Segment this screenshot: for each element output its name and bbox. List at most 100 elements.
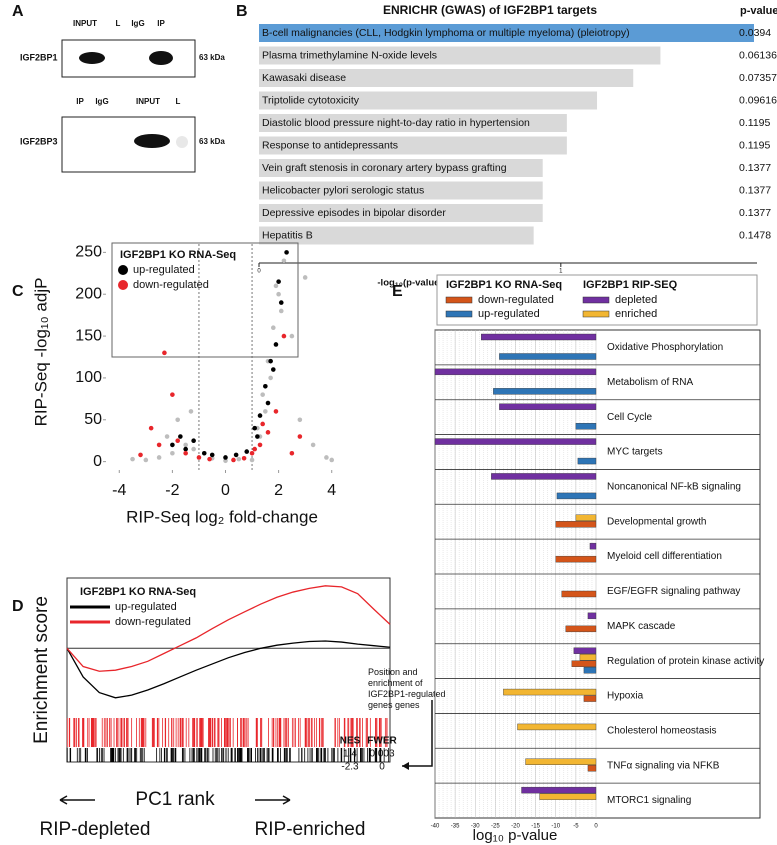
x-tick-label: -25 — [491, 824, 500, 830]
legend-swatch — [582, 310, 610, 318]
stats-header: FWER — [367, 736, 397, 747]
bar — [259, 159, 543, 177]
bar — [575, 514, 597, 521]
point — [138, 452, 143, 458]
legend-label: depleted — [615, 294, 657, 306]
arrow-head — [402, 762, 409, 770]
point — [156, 455, 162, 460]
point — [162, 350, 167, 356]
lane-label: INPUT — [136, 97, 160, 106]
bar — [575, 423, 597, 430]
x-tick-label: 0 — [257, 269, 261, 275]
x-tick-label: -15 — [531, 824, 540, 830]
bar — [555, 555, 597, 563]
stats-value: -2.3 — [341, 762, 359, 773]
point — [183, 450, 188, 456]
point — [249, 457, 255, 463]
point — [273, 409, 279, 414]
point — [175, 438, 180, 444]
x-tick-label: -10 — [551, 824, 560, 830]
point — [236, 456, 242, 462]
bar — [481, 333, 597, 341]
point — [329, 457, 335, 463]
point — [223, 458, 228, 464]
curve — [66, 640, 391, 699]
bar — [579, 654, 597, 661]
point — [268, 375, 273, 381]
point — [276, 291, 281, 297]
legend-label: down-regulated — [133, 279, 209, 291]
category-label: Regulation of protein kinase activity — [607, 656, 764, 667]
point — [252, 446, 258, 452]
lane-label: L — [116, 19, 121, 28]
legend-label: down-regulated — [478, 294, 554, 306]
stats-value: 1.4 — [343, 749, 357, 760]
point — [281, 333, 287, 339]
lane-label: L — [176, 97, 181, 106]
stats-value: 0.003 — [369, 749, 394, 760]
p-value: 0.1478 — [739, 229, 771, 241]
point — [164, 434, 170, 439]
bar — [259, 226, 534, 245]
p-value: 0.1377 — [739, 184, 771, 196]
legend-label: up-regulated — [478, 308, 540, 320]
bar — [259, 69, 634, 87]
category-label: EGF/EGFR signaling pathway — [607, 586, 740, 597]
point — [289, 333, 295, 339]
bar — [259, 91, 598, 110]
size-label: 63 kDa — [199, 137, 225, 146]
lane-label: IgG — [131, 19, 144, 28]
bar — [434, 368, 597, 376]
bar — [583, 667, 597, 674]
y-tick-label: 250 — [75, 244, 102, 261]
legend-title: IGF2BP1 RIP-SEQ — [583, 279, 678, 291]
point — [156, 442, 162, 448]
category-label: Oxidative Phosphorylation — [607, 342, 723, 353]
point — [289, 450, 295, 456]
y-axis-label: RIP-Seq -log₁₀ adjP — [31, 278, 50, 427]
bar — [587, 765, 597, 772]
legend-swatch — [118, 265, 128, 275]
bar — [556, 492, 597, 500]
category-label: Vein graft stenosis in coronary artery b… — [262, 162, 507, 174]
bar — [259, 136, 567, 155]
point — [310, 442, 316, 448]
stats-header: NES — [340, 736, 361, 747]
bar — [499, 403, 597, 410]
category-label: Plasma trimethylamine N-oxide levels — [262, 49, 437, 61]
bar — [539, 793, 597, 800]
point — [260, 392, 265, 397]
category-label: Diastolic blood pressure night-to-day ra… — [262, 117, 530, 129]
p-value: 0.06136 — [739, 49, 777, 61]
chart-title: ENRICHR (GWAS) of IGF2BP1 targets — [383, 3, 597, 17]
bar — [589, 542, 597, 550]
bar — [521, 786, 597, 794]
x-tick-label: -30 — [471, 824, 480, 830]
point — [265, 400, 271, 406]
blot-ladder — [176, 136, 188, 148]
x-tick-label: -4 — [112, 482, 126, 499]
point — [130, 456, 135, 462]
point — [223, 455, 228, 460]
panel-label: D — [12, 598, 24, 615]
point — [271, 367, 276, 372]
point — [263, 383, 268, 389]
y-axis-label: Enrichment score — [31, 596, 52, 744]
category-label: Myeloid cell differentiation — [607, 551, 722, 562]
point — [276, 279, 281, 284]
x-tick-label: 4 — [327, 482, 336, 499]
x-tick-label: 1 — [559, 269, 563, 275]
bar — [259, 204, 543, 222]
panel-label: E — [392, 283, 403, 300]
y-tick-label: 50 — [84, 411, 102, 428]
category-label: Cholesterol homeostasis — [607, 725, 717, 736]
p-value: 0.09616 — [739, 94, 777, 106]
bar — [259, 181, 543, 200]
point — [178, 434, 183, 439]
category-label: Metabolism of RNA — [607, 377, 693, 388]
x-tick-label: -20 — [511, 824, 520, 830]
lane-label: IgG — [95, 97, 108, 106]
y-tick-label: 200 — [75, 285, 102, 302]
category-label: Developmental growth — [607, 516, 707, 527]
